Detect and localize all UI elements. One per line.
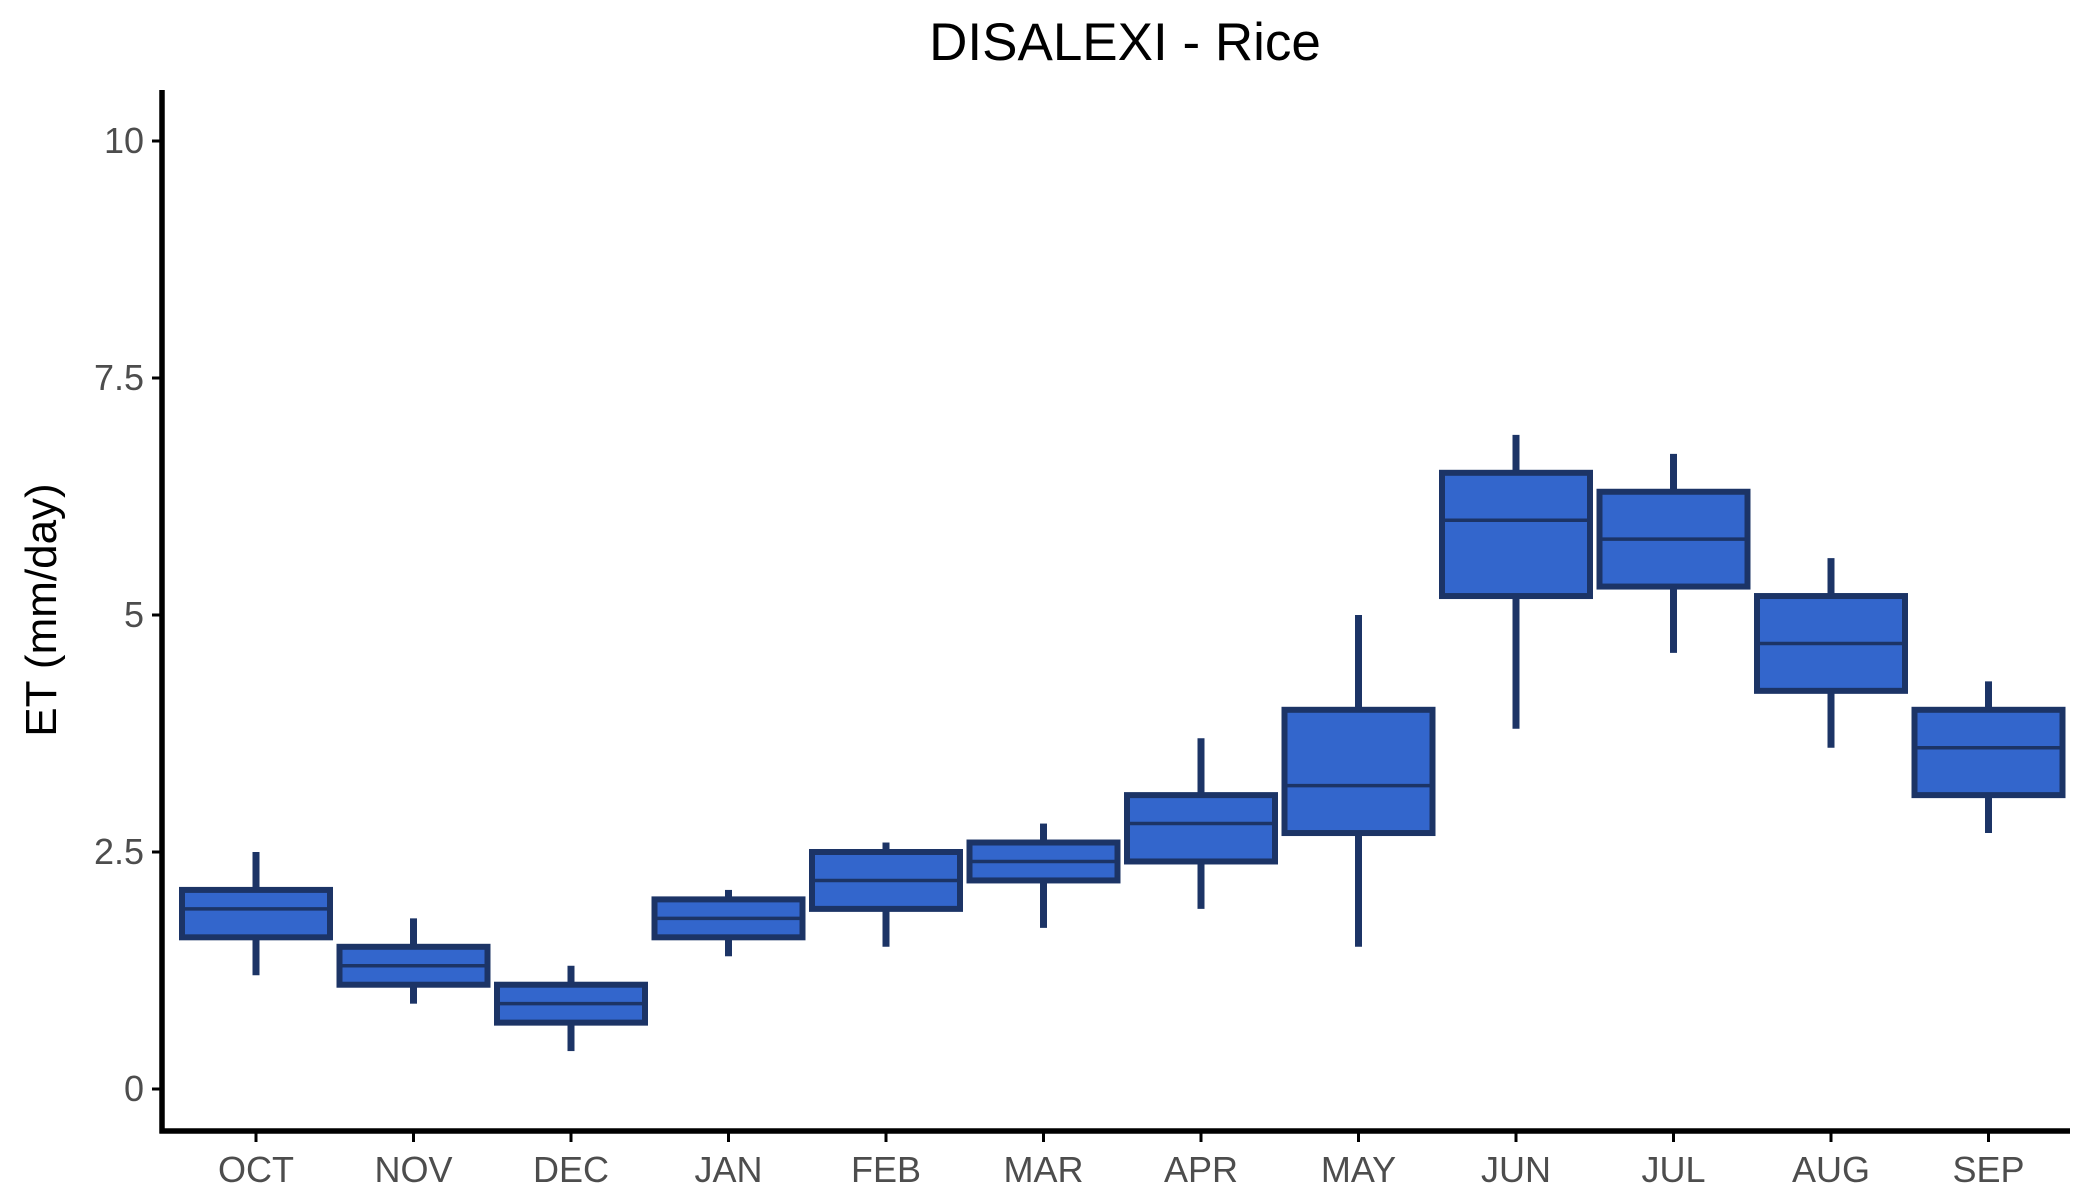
chart-title: DISALEXI - Rice [929,13,1321,72]
x-tick-label: JUN [1481,1149,1551,1190]
box-iqr [1281,706,1436,837]
box-iqr [1911,706,2066,799]
y-axis-title: ET (mm/day) [17,483,66,736]
y-tick-label: 0 [124,1068,144,1109]
x-axis-ticks: OCT NOV DEC JAN FEB MAR APR MAY JUN JUL AUG SEP [218,1131,2025,1190]
box-sep [1911,681,2066,834]
box-iqr [1124,792,1278,865]
y-tick-label: 5 [124,594,144,635]
x-tick-label: APR [1164,1149,1238,1190]
x-tick-label: NOV [374,1149,452,1190]
box-aug [1754,558,1908,748]
x-tick-label: JAN [694,1149,762,1190]
x-tick-label: SEP [1952,1149,2024,1190]
x-tick-label: OCT [218,1149,294,1190]
box-dec [494,965,648,1052]
box-may [1281,615,1436,947]
box-mar [966,823,1121,928]
box-feb [809,842,963,947]
boxes-layer [179,434,2066,1052]
y-tick-label: 10 [104,120,144,161]
box-jan [651,889,806,957]
x-tick-label: MAR [1004,1149,1084,1190]
x-tick-label: MAY [1321,1149,1396,1190]
box-apr [1124,738,1278,909]
y-axis-ticks: 0 2.5 5 7.5 10 [94,120,162,1109]
x-tick-label: DEC [533,1149,609,1190]
box-jul [1596,453,1751,653]
y-tick-label: 2.5 [94,831,144,872]
box-iqr [1439,469,1593,600]
y-tick-label: 7.5 [94,357,144,398]
x-tick-label: AUG [1792,1149,1870,1190]
x-tick-label: FEB [851,1149,921,1190]
box-iqr [179,886,333,941]
box-jun [1439,434,1593,729]
x-tick-label: JUL [1641,1149,1705,1190]
box-nov [336,918,491,1004]
box-oct [179,852,333,976]
